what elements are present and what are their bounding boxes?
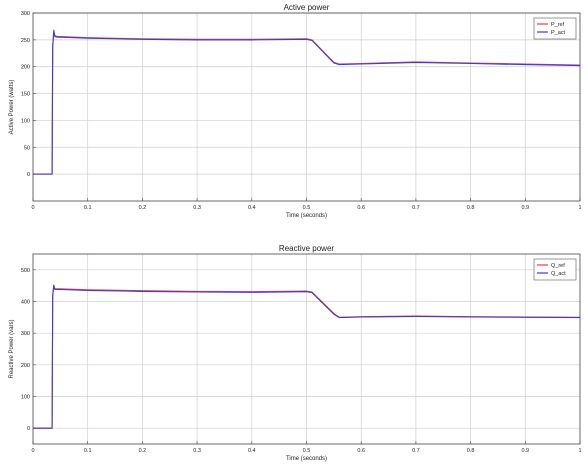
x-tick-label: 1 [578,448,581,454]
y-tick-label: 500 [21,268,30,274]
x-tick-label: 0.3 [193,448,201,454]
series-group [33,29,581,175]
y-tick-label: 200 [21,65,30,71]
reactive-power-chart: 0 0.1 0.2 0.3 0.4 0.5 0.6 0.7 0.8 0.9 1 0 100 200 300 4… [9,244,582,462]
x-tick-label: 0.5 [303,448,311,454]
x-tick-label: 0.7 [412,205,420,211]
y-axis-label: Active Power (watts) [9,80,15,135]
x-tick-label: 0.6 [357,448,365,454]
y-tick-label: 400 [21,300,30,306]
x-tick-label: 0.4 [248,448,256,454]
chart-title: Reactive power [279,244,334,253]
x-tick-label: 0.1 [84,448,92,454]
legend-entry-label: P_ref [551,22,565,28]
x-tick-label: 0 [31,205,34,211]
y-tick-label: 0 [27,426,30,432]
x-tick-label: 0.7 [412,448,420,454]
y-tick-label: 100 [21,118,30,124]
x-tick-label: 0 [31,448,34,454]
y-tick-label: 0 [27,172,30,178]
legend-entry-label: P_act [551,30,566,36]
series-line-q-act [33,284,581,429]
grid [33,254,580,444]
x-axis-label: Time (seconds) [286,456,327,462]
x-tick-label: 1 [578,205,581,211]
active-power-chart: 0 0.1 0.2 0.3 0.4 0.5 0.6 0.7 0.8 0.9 1 0 50 100 150 20… [9,3,582,219]
x-tick-label: 0.9 [521,448,529,454]
series-line-p-act [33,29,581,175]
legend-box [533,258,577,281]
ticks: 0 0.1 0.2 0.3 0.4 0.5 0.6 0.7 0.8 0.9 1 0 100 200 300 4… [21,268,582,454]
legend-entry-label: Q_act [551,271,566,277]
y-tick-label: 250 [21,38,30,44]
x-tick-label: 0.3 [193,205,201,211]
x-tick-label: 0.1 [84,205,92,211]
y-tick-label: 50 [24,145,30,151]
y-tick-label: 150 [21,92,30,98]
x-tick-label: 0.5 [303,205,311,211]
legend-box [533,17,577,40]
y-axis-label: Reactive Power (vars) [9,319,15,378]
x-tick-label: 0.2 [139,448,147,454]
x-tick-label: 0.9 [521,205,529,211]
y-tick-label: 200 [21,363,30,369]
chart-title: Active power [284,3,330,12]
x-axis-label: Time (seconds) [286,213,327,219]
x-tick-label: 0.4 [248,205,256,211]
y-tick-label: 100 [21,395,30,401]
legend: Q_ref Q_act [533,258,577,281]
x-tick-label: 0.8 [467,448,475,454]
x-tick-label: 0.8 [467,205,475,211]
legend: P_ref P_act [533,17,577,40]
x-tick-label: 0.6 [357,205,365,211]
x-tick-label: 0.2 [139,205,147,211]
y-tick-label: 300 [21,11,30,17]
y-tick-label: 300 [21,331,30,337]
legend-entry-label: Q_ref [551,263,565,269]
ticks: 0 0.1 0.2 0.3 0.4 0.5 0.6 0.7 0.8 0.9 1 0 50 100 150 20… [21,11,582,211]
series-group [33,284,581,429]
